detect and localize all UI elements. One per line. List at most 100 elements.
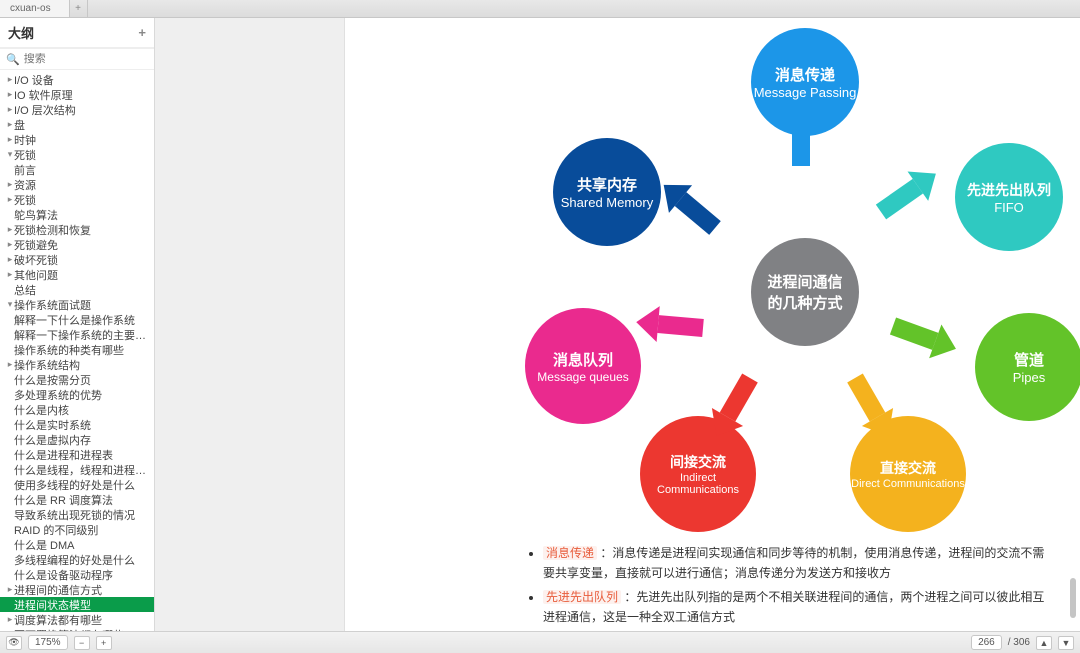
outline-item-label: 什么是实时系统 — [14, 417, 91, 433]
outline-item[interactable]: 什么是线程，线程和进程… — [0, 462, 154, 477]
outline-item[interactable]: ▸IO 软件原理 — [0, 87, 154, 102]
outline-item[interactable]: 什么是实时系统 — [0, 417, 154, 432]
disclosure-icon: ▸ — [6, 89, 14, 100]
outline-item[interactable]: ▸其他问题 — [0, 267, 154, 282]
outline-item[interactable]: 解释一下什么是操作系统 — [0, 312, 154, 327]
description-list: 消息传递 ：消息传递是进程间实现通信和同步等待的机制，使用消息传递，进程间的交流… — [525, 543, 1050, 631]
document-tab[interactable]: cxuan-os — [0, 0, 70, 17]
sidebar-add-button[interactable]: + — [138, 25, 146, 40]
zoom-level[interactable]: 175% — [28, 635, 68, 650]
content-area: 进程间通信 的几种方式 消息传递Message Passing先进先出队列FIF… — [155, 18, 1080, 631]
zoom-out-button[interactable]: − — [74, 636, 90, 650]
outline-item-label: RAID 的不同级别 — [14, 522, 98, 538]
outline-item[interactable]: 进程间状态模型 — [0, 597, 154, 612]
diagram-node-fifo: 先进先出队列FIFO — [955, 143, 1063, 251]
outline-item[interactable]: 鸵鸟算法 — [0, 207, 154, 222]
outline-item-label: 什么是设备驱动程序 — [14, 567, 113, 583]
disclosure-icon: ▸ — [6, 239, 14, 250]
view-mode-button[interactable]: 👁 — [6, 636, 22, 650]
sidebar-search[interactable]: 🔍 — [0, 48, 154, 70]
outline-item-label: 解释一下操作系统的主要… — [14, 327, 146, 343]
disclosure-icon: ▸ — [6, 74, 14, 85]
node-label-en: Message Passing — [754, 85, 857, 100]
outline-item[interactable]: ▸调度算法都有哪些 — [0, 612, 154, 627]
outline-item-label: 盘 — [14, 117, 25, 133]
tab-add-button[interactable]: + — [70, 0, 88, 17]
outline-item[interactable]: 总结 — [0, 282, 154, 297]
outline-item[interactable]: ▸死锁检测和恢复 — [0, 222, 154, 237]
outline-item[interactable]: ▸I/O 设备 — [0, 72, 154, 87]
outline-item[interactable]: 什么是内核 — [0, 402, 154, 417]
node-label-en: Shared Memory — [561, 195, 653, 210]
outline-item[interactable]: ▸盘 — [0, 117, 154, 132]
node-label-en: Message queues — [537, 370, 628, 384]
outline-item-label: 其他问题 — [14, 267, 58, 283]
outline-item-label: 什么是内核 — [14, 402, 69, 418]
outline-item-label: 什么是 DMA — [14, 537, 75, 553]
zoom-in-button[interactable]: + — [96, 636, 112, 650]
page-up-button[interactable]: ▲ — [1036, 636, 1052, 650]
outline-item[interactable]: 页面置换算法都有哪些 — [0, 627, 154, 631]
outline-item[interactable]: ▸资源 — [0, 177, 154, 192]
outline-item[interactable]: 前言 — [0, 162, 154, 177]
outline-item-label: 调度算法都有哪些 — [14, 612, 102, 628]
outline-item-label: 前言 — [14, 162, 36, 178]
vertical-scrollbar[interactable] — [1068, 18, 1078, 631]
outline-item-label: 什么是按需分页 — [14, 372, 91, 388]
outline-item[interactable]: ▸操作系统结构 — [0, 357, 154, 372]
bullet-text: ：消息传递是进程间实现通信和同步等待的机制，使用消息传递，进程间的交流不需要共享… — [543, 546, 1044, 580]
page-current[interactable]: 266 — [971, 635, 1002, 650]
outline-item[interactable]: ▸破坏死锁 — [0, 252, 154, 267]
outline-item[interactable]: 解释一下操作系统的主要… — [0, 327, 154, 342]
status-right: 266 / 306 ▲ ▼ — [971, 635, 1074, 650]
outline-item[interactable]: 什么是 RR 调度算法 — [0, 492, 154, 507]
outline-item[interactable]: 什么是设备驱动程序 — [0, 567, 154, 582]
minus-icon: − — [79, 638, 84, 648]
outline-item[interactable]: ▾操作系统面试题 — [0, 297, 154, 312]
status-bar: 👁 175% − + 266 / 306 ▲ ▼ — [0, 631, 1080, 653]
chevron-down-icon: ▼ — [1062, 638, 1071, 648]
outline-item-label: I/O 设备 — [14, 72, 54, 88]
outline-item-label: 使用多线程的好处是什么 — [14, 477, 135, 493]
outline-item[interactable]: 什么是按需分页 — [0, 372, 154, 387]
outline-item[interactable]: 导致系统出现死锁的情况 — [0, 507, 154, 522]
bullet-item: 消息传递 ：消息传递是进程间实现通信和同步等待的机制，使用消息传递，进程间的交流… — [543, 543, 1050, 584]
scroll-thumb[interactable] — [1070, 578, 1076, 618]
eye-icon: 👁 — [8, 637, 19, 648]
search-input[interactable] — [24, 53, 148, 65]
center-label-2: 的几种方式 — [767, 292, 842, 313]
disclosure-icon: ▸ — [6, 179, 14, 190]
outline-item[interactable]: RAID 的不同级别 — [0, 522, 154, 537]
outline-item-label: 操作系统的种类有哪些 — [14, 342, 124, 358]
outline-item-label: 进程间的通信方式 — [14, 582, 102, 598]
disclosure-icon: ▸ — [6, 194, 14, 205]
outline-item[interactable]: ▸I/O 层次结构 — [0, 102, 154, 117]
outline-item-label: 多处理系统的优势 — [14, 387, 102, 403]
outline-item[interactable]: 什么是进程和进程表 — [0, 447, 154, 462]
outline-item[interactable]: 什么是虚拟内存 — [0, 432, 154, 447]
outline-item[interactable]: 多线程编程的好处是什么 — [0, 552, 154, 567]
outline-item[interactable]: ▾死锁 — [0, 147, 154, 162]
plus-icon: + — [75, 3, 81, 14]
outline-item[interactable]: 多处理系统的优势 — [0, 387, 154, 402]
node-label-en: Pipes — [1013, 370, 1046, 385]
outline-item[interactable]: 什么是 DMA — [0, 537, 154, 552]
outline-item-label: 操作系统结构 — [14, 357, 80, 373]
node-label-en: FIFO — [994, 200, 1024, 215]
outline-item[interactable]: ▸死锁避免 — [0, 237, 154, 252]
outline-item[interactable]: 使用多线程的好处是什么 — [0, 477, 154, 492]
outline-item-label: I/O 层次结构 — [14, 102, 76, 118]
outline-item-label: 死锁 — [14, 147, 36, 163]
page-gutter — [155, 18, 345, 631]
outline-item[interactable]: ▸进程间的通信方式 — [0, 582, 154, 597]
outline-item[interactable]: ▸时钟 — [0, 132, 154, 147]
outline-item-label: 解释一下什么是操作系统 — [14, 312, 135, 328]
disclosure-icon: ▸ — [6, 359, 14, 370]
disclosure-icon: ▸ — [6, 134, 14, 145]
outline-item-label: 破坏死锁 — [14, 252, 58, 268]
outline-tree: ▸I/O 设备▸IO 软件原理▸I/O 层次结构▸盘▸时钟▾死锁前言▸资源▸死锁… — [0, 70, 154, 631]
bullet-tag: 先进先出队列 — [543, 590, 621, 604]
page-down-button[interactable]: ▼ — [1058, 636, 1074, 650]
outline-item[interactable]: ▸死锁 — [0, 192, 154, 207]
outline-item[interactable]: 操作系统的种类有哪些 — [0, 342, 154, 357]
